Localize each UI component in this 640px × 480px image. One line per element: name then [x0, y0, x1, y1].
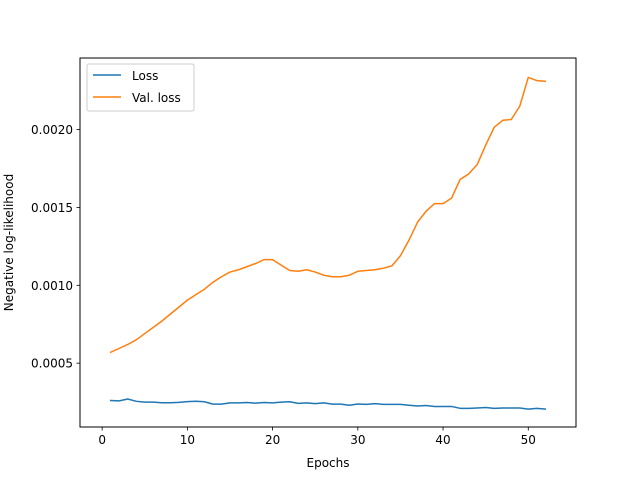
y-tick-label: 0.0005 [31, 357, 73, 371]
plot-area [80, 58, 576, 427]
x-tick-label: 50 [521, 433, 536, 447]
legend-label-loss: Loss [132, 69, 158, 83]
legend-label-val-loss: Val. loss [132, 91, 181, 105]
x-tick-label: 40 [435, 433, 450, 447]
y-tick-label: 0.0015 [31, 201, 73, 215]
x-tick-label: 30 [350, 433, 365, 447]
x-tick-label: 0 [98, 433, 106, 447]
x-tick-label: 10 [180, 433, 195, 447]
y-axis-label: Negative log-likelihood [2, 174, 16, 311]
legend: Loss Val. loss [87, 64, 194, 111]
x-axis-label: Epochs [307, 456, 350, 470]
y-tick-label: 0.0020 [31, 123, 73, 137]
x-tick-label: 20 [265, 433, 280, 447]
y-tick-label: 0.0010 [31, 279, 73, 293]
